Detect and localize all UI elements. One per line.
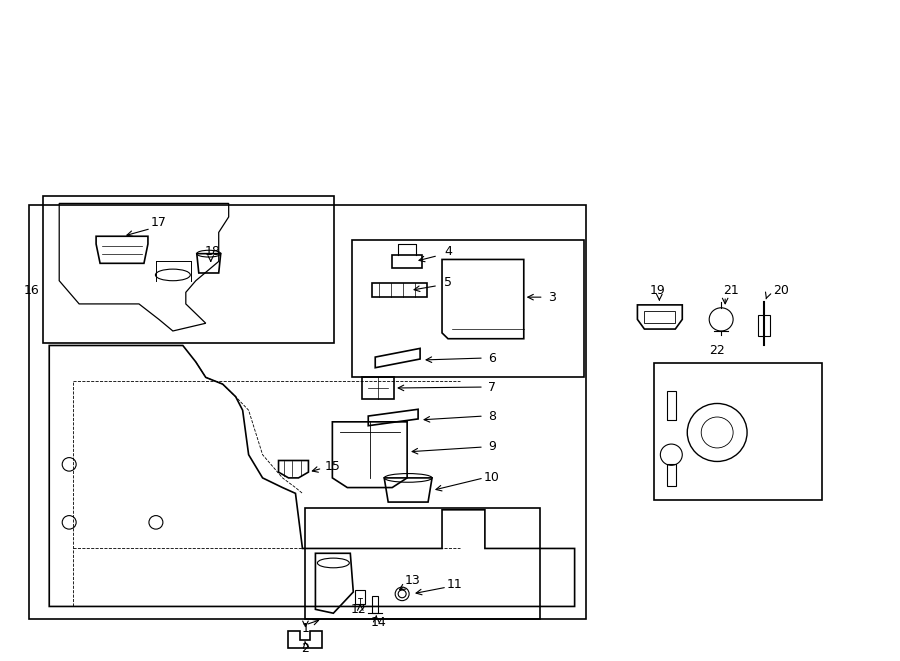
- Text: 8: 8: [488, 410, 496, 422]
- Text: 6: 6: [488, 352, 496, 365]
- Text: 21: 21: [724, 284, 739, 297]
- Text: 5: 5: [444, 276, 452, 289]
- Bar: [363, 377, 394, 399]
- Text: 3: 3: [548, 291, 555, 303]
- Text: 17: 17: [151, 216, 166, 229]
- Text: 12: 12: [350, 603, 366, 616]
- Text: 19: 19: [650, 284, 665, 297]
- Bar: [667, 391, 676, 420]
- Bar: [758, 315, 770, 336]
- Bar: [356, 590, 365, 603]
- Text: 18: 18: [205, 245, 220, 258]
- Bar: [373, 596, 378, 613]
- Text: 9: 9: [488, 440, 496, 453]
- Text: 20: 20: [773, 284, 789, 297]
- Bar: [654, 363, 822, 500]
- Text: 10: 10: [484, 471, 500, 485]
- Text: 13: 13: [404, 574, 420, 587]
- Text: 15: 15: [324, 460, 340, 473]
- Bar: [30, 206, 586, 619]
- Bar: [352, 240, 583, 377]
- Text: 14: 14: [370, 616, 386, 629]
- Bar: [667, 465, 676, 486]
- Text: 22: 22: [709, 344, 725, 357]
- Bar: [43, 196, 335, 342]
- Bar: [305, 508, 540, 619]
- Text: 7: 7: [488, 381, 496, 393]
- Text: 16: 16: [23, 284, 40, 297]
- Bar: [373, 283, 427, 297]
- Bar: [644, 311, 675, 323]
- Text: 1: 1: [302, 622, 310, 635]
- Text: 4: 4: [444, 245, 452, 258]
- Text: 2: 2: [302, 642, 310, 654]
- Bar: [392, 254, 422, 268]
- Text: 11: 11: [447, 578, 463, 591]
